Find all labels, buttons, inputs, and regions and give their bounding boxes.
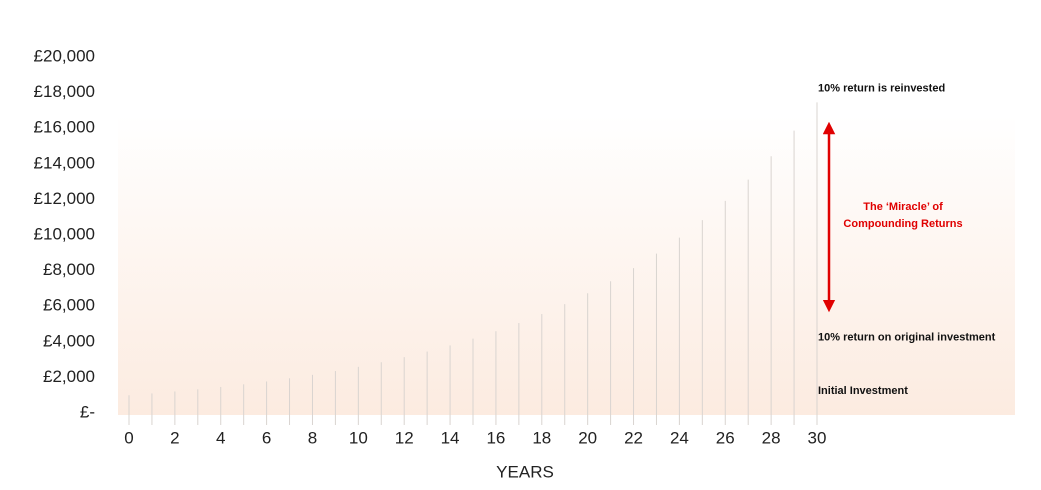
series-label: Initial Investment: [818, 385, 908, 397]
x-tick-label: 4: [216, 428, 225, 447]
y-tick-label: £16,000: [34, 118, 95, 137]
series-label: 10% return is reinvested: [818, 82, 945, 94]
annotation: Compounding Returns: [843, 218, 962, 230]
x-tick-label: 18: [532, 428, 551, 447]
x-axis-title: YEARS: [496, 462, 554, 481]
x-tick-label: 14: [441, 428, 460, 447]
y-tick-label: £-: [80, 402, 95, 421]
y-tick-label: £14,000: [34, 153, 95, 172]
x-tick-label: 24: [670, 428, 689, 447]
x-tick-label: 0: [124, 428, 133, 447]
x-tick-label: 16: [486, 428, 505, 447]
y-tick-label: £8,000: [43, 260, 95, 279]
plot-background: [118, 115, 1015, 415]
x-tick-label: 22: [624, 428, 643, 447]
y-tick-label: £6,000: [43, 296, 95, 315]
x-tick-label: 30: [808, 428, 827, 447]
x-tick-label: 12: [395, 428, 414, 447]
x-tick-label: 2: [170, 428, 179, 447]
y-tick-label: £12,000: [34, 189, 95, 208]
y-tick-label: £2,000: [43, 367, 95, 386]
annotation: The ‘Miracle’ of: [863, 201, 943, 213]
x-tick-label: 28: [762, 428, 781, 447]
x-tick-label: 20: [578, 428, 597, 447]
x-tick-label: 8: [308, 428, 317, 447]
x-tick-label: 26: [716, 428, 735, 447]
y-tick-label: £18,000: [34, 82, 95, 101]
x-tick-label: 6: [262, 428, 271, 447]
y-tick-label: £20,000: [34, 46, 95, 65]
y-tick-label: £10,000: [34, 224, 95, 243]
series-label: 10% return on original investment: [818, 332, 996, 344]
y-tick-label: £4,000: [43, 331, 95, 350]
x-tick-label: 10: [349, 428, 368, 447]
